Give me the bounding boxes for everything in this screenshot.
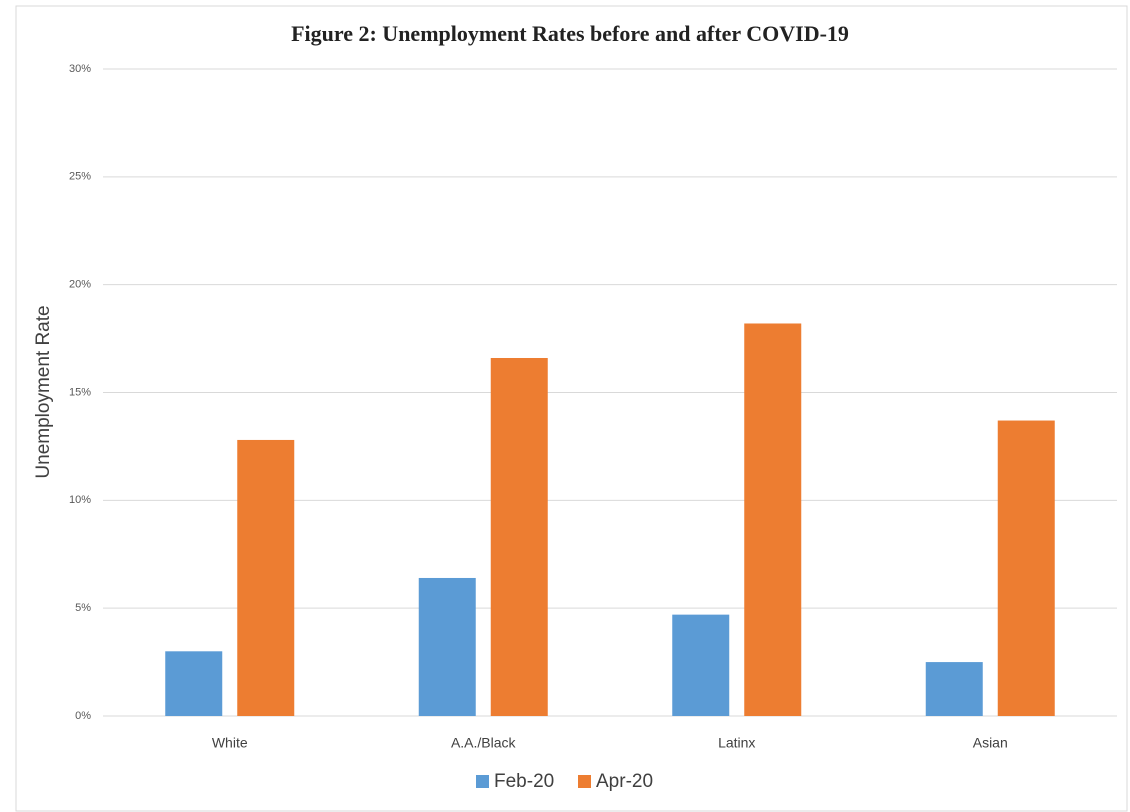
- legend-swatch: [476, 775, 489, 788]
- bar: [997, 420, 1055, 716]
- bar: [165, 651, 223, 716]
- legend-label: Apr-20: [596, 771, 653, 792]
- y-tick-label: 0%: [75, 710, 91, 722]
- bar: [490, 357, 548, 716]
- y-tick-label: 20%: [69, 279, 91, 291]
- chart-title: Figure 2: Unemployment Rates before and …: [291, 21, 849, 46]
- bar: [672, 614, 730, 716]
- y-axis-title: Unemployment Rate: [33, 305, 54, 478]
- x-tick-label: White: [212, 735, 248, 751]
- y-tick-label: 10%: [69, 494, 91, 506]
- y-tick-label: 5%: [75, 602, 91, 614]
- legend-swatch: [578, 775, 591, 788]
- bar: [744, 323, 802, 716]
- x-tick-label: Latinx: [718, 735, 755, 751]
- bar: [237, 439, 295, 716]
- y-tick-label: 25%: [69, 171, 91, 183]
- x-tick-label: Asian: [973, 735, 1008, 751]
- y-tick-label: 15%: [69, 386, 91, 398]
- bar: [418, 577, 476, 716]
- x-tick-label: A.A./Black: [451, 735, 517, 751]
- y-tick-label: 30%: [69, 63, 91, 75]
- legend-label: Feb-20: [494, 771, 554, 792]
- bar: [925, 662, 983, 716]
